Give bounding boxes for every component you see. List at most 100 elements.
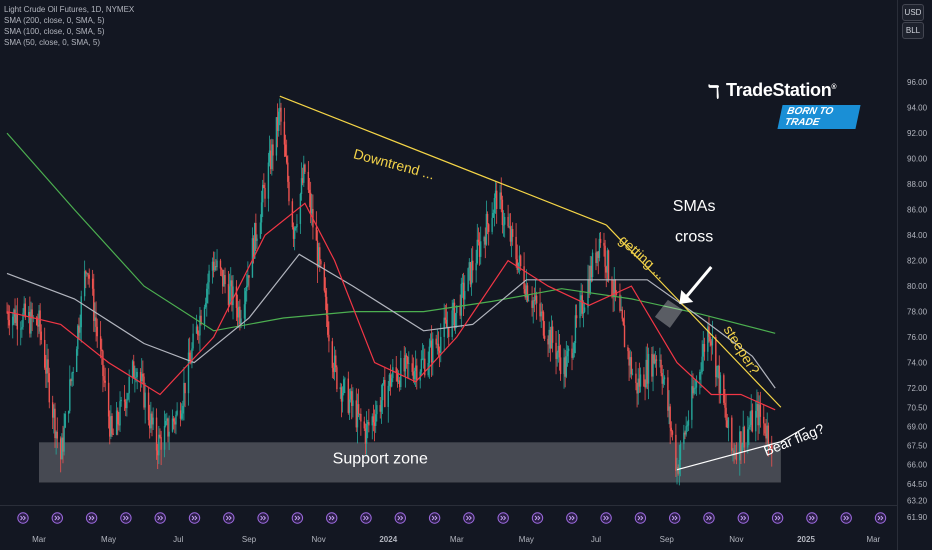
candle-body bbox=[62, 437, 64, 452]
candle-body bbox=[604, 245, 606, 267]
candle-body bbox=[107, 382, 110, 417]
legend-sma-50: SMA (50, close, 0, SMA, 5) bbox=[4, 38, 101, 47]
candle-body bbox=[575, 315, 578, 319]
event-chevron-icon bbox=[843, 515, 850, 521]
candle-body bbox=[476, 239, 478, 264]
candle-body bbox=[509, 226, 512, 242]
sma-200-line bbox=[6, 132, 776, 334]
candle-body bbox=[408, 363, 410, 365]
time-tick-label: May bbox=[519, 535, 534, 544]
price-tick-label: 88.00 bbox=[907, 180, 928, 189]
price-tick-label: 70.50 bbox=[907, 403, 928, 412]
candle-body bbox=[56, 431, 58, 439]
candle-body bbox=[171, 418, 174, 432]
candle-body bbox=[405, 355, 408, 357]
candle-body bbox=[228, 286, 231, 306]
candle-body bbox=[755, 410, 757, 432]
candle-body bbox=[75, 349, 78, 372]
candle-body bbox=[766, 425, 768, 439]
volume-unit[interactable]: BLL bbox=[902, 22, 924, 39]
event-chevron-icon bbox=[706, 515, 712, 521]
candle-body bbox=[756, 403, 758, 411]
candle-body bbox=[526, 285, 529, 301]
candle-body bbox=[151, 413, 153, 425]
candle-body bbox=[388, 374, 391, 386]
candle-body bbox=[387, 385, 389, 407]
chart-legend: Light Crude Oil Futures, 1D, NYMEX SMA (… bbox=[4, 4, 134, 48]
candle-body bbox=[283, 121, 286, 145]
candle-body bbox=[464, 290, 466, 300]
candle-body bbox=[643, 374, 645, 387]
candle-body bbox=[71, 372, 73, 382]
candle-body bbox=[179, 410, 182, 419]
candle-body bbox=[160, 437, 162, 450]
currency-unit[interactable]: USD bbox=[902, 4, 924, 21]
candle-body bbox=[55, 431, 57, 439]
candle-body bbox=[461, 282, 464, 284]
candle-body bbox=[125, 401, 127, 409]
price-tick-label: 84.00 bbox=[907, 231, 928, 240]
legend-sma-200: SMA (200, close, 0, SMA, 5) bbox=[4, 16, 105, 25]
event-chevron-icon bbox=[20, 515, 26, 521]
candle-body bbox=[659, 359, 661, 361]
arrow-shaft bbox=[684, 266, 713, 299]
candle-body bbox=[336, 367, 338, 390]
candle-body bbox=[327, 315, 329, 335]
candle-body bbox=[511, 229, 514, 237]
candle-body bbox=[214, 266, 216, 271]
candle-body bbox=[747, 429, 749, 448]
candle-body bbox=[367, 422, 369, 424]
candle-body bbox=[670, 427, 673, 432]
candle-body bbox=[183, 382, 185, 406]
candle-body bbox=[8, 319, 11, 326]
candle-body bbox=[533, 300, 536, 302]
candle-body bbox=[37, 324, 39, 327]
candle-body bbox=[15, 313, 17, 323]
candle-body bbox=[223, 274, 225, 287]
candle-body bbox=[484, 237, 486, 245]
candle-body bbox=[150, 413, 152, 429]
candle-body bbox=[671, 431, 674, 435]
candle-body bbox=[118, 424, 120, 426]
candle-body bbox=[475, 263, 477, 271]
candle-body bbox=[588, 279, 590, 293]
candle-body bbox=[480, 241, 482, 257]
candle-body bbox=[676, 467, 678, 472]
candle-body bbox=[413, 370, 416, 380]
candle-body bbox=[771, 443, 773, 453]
candle-body bbox=[694, 387, 696, 389]
candle-body bbox=[440, 336, 442, 353]
candle-body bbox=[149, 420, 151, 429]
candle-body bbox=[725, 407, 727, 421]
candle-body bbox=[123, 399, 126, 402]
candle-body bbox=[112, 433, 114, 435]
candle-body bbox=[307, 171, 310, 190]
trendline-steeper bbox=[605, 224, 782, 408]
candle-body bbox=[494, 190, 497, 198]
trendline-bear-flag bbox=[676, 441, 782, 471]
candle-body bbox=[119, 401, 121, 426]
candle-body bbox=[655, 359, 658, 361]
candle-body bbox=[580, 295, 582, 300]
candle-body bbox=[531, 300, 533, 308]
candle-body bbox=[30, 309, 32, 334]
candle-body bbox=[246, 285, 248, 292]
candle-body bbox=[567, 348, 570, 352]
candle-body bbox=[456, 305, 458, 314]
candle-body bbox=[508, 226, 510, 228]
candle-body bbox=[316, 240, 319, 267]
candle-body bbox=[702, 343, 704, 357]
candle-body bbox=[555, 342, 557, 359]
candle-body bbox=[693, 387, 695, 394]
candle-body bbox=[86, 273, 88, 275]
candle-body bbox=[251, 238, 254, 278]
candle-body bbox=[445, 319, 448, 328]
candle-body bbox=[660, 359, 662, 374]
candle-body bbox=[468, 262, 470, 269]
candle-body bbox=[687, 419, 690, 426]
candle-body bbox=[718, 365, 720, 394]
candle-body bbox=[259, 222, 262, 239]
candle-body bbox=[487, 224, 490, 232]
candle-body bbox=[716, 366, 718, 378]
